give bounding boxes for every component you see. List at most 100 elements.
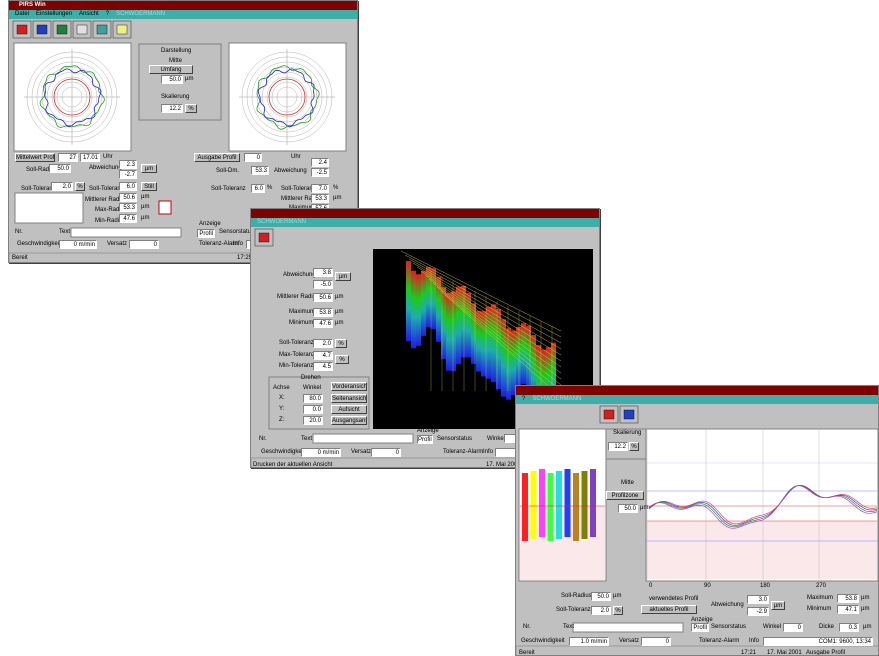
label: Max-Radius (95, 207, 128, 213)
bar (556, 471, 562, 539)
label: Winkel (487, 436, 506, 442)
label: Anzeige (691, 617, 713, 623)
value-field: 47.6 (119, 214, 137, 223)
profile-strip (511, 330, 516, 396)
button[interactable]: Profilzone (606, 491, 644, 500)
button[interactable]: Seitenansicht (331, 394, 367, 403)
value-field: -2.9 (747, 607, 769, 616)
label: Mitte (169, 58, 183, 64)
text-box (312, 433, 414, 444)
label: Maximum (289, 309, 316, 315)
label: Soll-Toleranz (211, 186, 246, 192)
window-graphics (9, 20, 357, 262)
title-bar[interactable] (251, 209, 599, 218)
app-window: SCHWOERMANN Abweichung 3.8 -5.0 µm Mittlerer … (250, 208, 600, 468)
label: Soll-Toleranz (21, 186, 56, 192)
label: Mittlerer Radius (281, 196, 324, 202)
button[interactable]: % (335, 355, 349, 364)
label: Geschwindigkeit (261, 449, 305, 455)
grid-line (412, 262, 562, 350)
button[interactable]: Still (141, 182, 157, 191)
rotate-panel (268, 376, 370, 430)
label: Versatz (107, 241, 128, 247)
profile-line (648, 485, 878, 528)
label: Toleranz-Alarm (443, 449, 484, 455)
toolbar-icon (56, 24, 68, 35)
menu-bar[interactable]: Datei Einstellungen Ansicht? SCHWOERMANN (9, 10, 357, 19)
label: Winkel (763, 624, 782, 630)
label: µm (863, 624, 872, 630)
label: µm (640, 505, 649, 511)
toolbar-icon (36, 24, 48, 35)
button[interactable]: Aufsicht (331, 405, 367, 414)
label: Soll-Toleranz (279, 340, 314, 346)
label: µm (141, 215, 150, 221)
menu-item[interactable]: Einstellungen (36, 11, 73, 17)
value-field: 12.2 (608, 442, 628, 451)
button[interactable]: aktuelles Profil (641, 605, 697, 614)
label: Nr. (259, 436, 267, 442)
button[interactable]: Ausgabe Profil (194, 153, 240, 162)
menu-item[interactable]: ? (105, 11, 110, 17)
menu-bar[interactable]: SCHWOERMANN (251, 218, 599, 227)
profile-strip (451, 291, 456, 372)
button[interactable]: Vorderansicht (331, 382, 367, 391)
profile-line (256, 65, 320, 130)
label: Abweichung (274, 168, 307, 174)
button[interactable]: µm (335, 272, 351, 281)
label: Info (233, 241, 244, 247)
value-field: 6.0 (119, 182, 137, 191)
label: Versatz (351, 449, 372, 455)
label: verwendetes Profil (649, 596, 699, 602)
menu-item[interactable]: Datei (15, 11, 30, 17)
label: Drehen (301, 375, 321, 381)
menu-item[interactable]: Ansicht (79, 11, 99, 17)
button[interactable]: % (185, 104, 197, 113)
button[interactable]: % (613, 606, 623, 615)
label: Bereit (519, 650, 535, 656)
label: Sensorstatus (437, 436, 473, 442)
label: Ausgabe Profil (806, 650, 846, 656)
label: Skalierung (161, 94, 190, 100)
button[interactable]: Ausgangsansicht (331, 416, 367, 425)
value-field: 53.8 (837, 594, 859, 603)
title-bar[interactable] (516, 386, 878, 395)
label: Toleranz-Alarm (699, 638, 740, 644)
button[interactable]: % (629, 442, 639, 451)
profile-strip (471, 303, 476, 364)
button[interactable]: % (335, 339, 347, 348)
value-field: 50.6 (313, 293, 333, 302)
toolbar-icon (623, 409, 635, 420)
label: Anzeige (417, 428, 439, 434)
button[interactable]: µm (141, 164, 157, 173)
label: Uhr (103, 154, 113, 160)
label: Skalierung (613, 430, 642, 436)
value-field: 2.0 (591, 606, 611, 615)
grid-line (408, 258, 562, 344)
label: Abweichung (711, 602, 744, 608)
label: Sensorstatus (711, 624, 747, 630)
value-field: 0 (244, 153, 262, 162)
title-bar[interactable]: PIRS Win (9, 1, 357, 10)
button[interactable]: % (75, 182, 85, 191)
menu-item[interactable]: ? (522, 396, 526, 402)
value-field: 7.0 (311, 184, 329, 193)
menu-bar[interactable]: ? SCHWOERMANN (516, 395, 878, 404)
value-field: 0.3 (839, 623, 859, 632)
label: µm (861, 595, 870, 601)
label: Info (749, 638, 760, 644)
bar (590, 469, 596, 537)
button[interactable]: Mittelwert Profil (15, 153, 55, 162)
grid-line (428, 278, 562, 374)
label: 17:25 (237, 255, 253, 261)
toolbar-icon (96, 24, 108, 35)
profile-strip (421, 271, 426, 337)
label: Winkel (303, 385, 322, 391)
value-field: 80.0 (303, 394, 323, 403)
bar (581, 471, 588, 539)
label: Soll-Toleranz (556, 607, 591, 613)
button[interactable]: µm (771, 601, 785, 610)
display-panel (138, 43, 222, 121)
button[interactable]: Umfang (149, 65, 193, 74)
label: Z: (279, 417, 285, 423)
